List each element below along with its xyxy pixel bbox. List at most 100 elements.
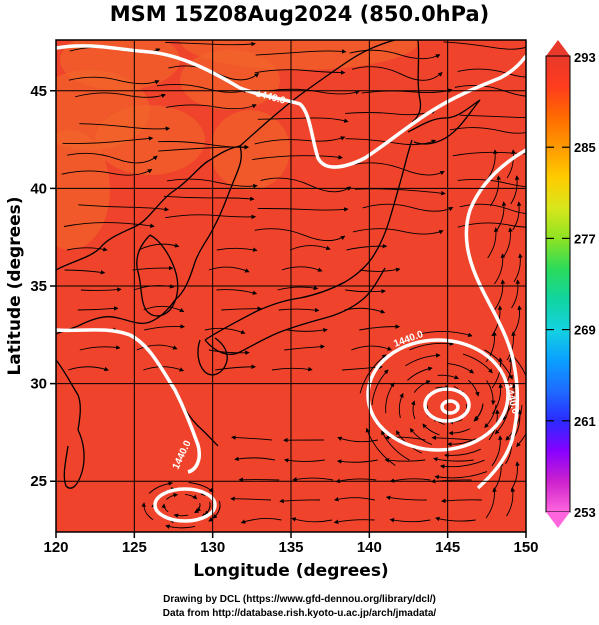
streamline bbox=[349, 49, 441, 60]
streamline bbox=[485, 487, 497, 519]
streamline bbox=[433, 457, 474, 462]
coastline-kyushu bbox=[197, 337, 228, 376]
streamline bbox=[487, 227, 499, 259]
colorbar-scale bbox=[545, 55, 571, 513]
streamline bbox=[144, 324, 185, 331]
streamline bbox=[459, 203, 526, 214]
streamline bbox=[63, 222, 155, 228]
streamline bbox=[143, 366, 185, 372]
warm-patch bbox=[56, 130, 110, 250]
streamline bbox=[384, 435, 426, 441]
streamline bbox=[352, 228, 444, 235]
typhoon-contour-eye bbox=[440, 399, 460, 415]
streamline bbox=[165, 41, 256, 47]
streamline bbox=[75, 92, 166, 98]
coastline-hokkaido bbox=[407, 99, 481, 145]
typhoon-contour-inner bbox=[423, 387, 471, 423]
streamline bbox=[240, 517, 282, 524]
streamline bbox=[158, 144, 250, 152]
streamline bbox=[64, 269, 106, 275]
colorbar-tick-label: 293 bbox=[574, 50, 596, 65]
streamline bbox=[166, 178, 258, 189]
streamline bbox=[444, 448, 481, 458]
streamline bbox=[166, 104, 257, 110]
streamline bbox=[462, 353, 493, 374]
streamline bbox=[467, 379, 480, 397]
streamline bbox=[506, 149, 516, 179]
streamline bbox=[411, 400, 416, 420]
coastline-taiwan bbox=[63, 429, 85, 489]
y-tick-label: 35 bbox=[30, 278, 47, 295]
streamline bbox=[385, 382, 395, 414]
streamline bbox=[491, 357, 503, 389]
colorbar-tick-label: 253 bbox=[574, 505, 596, 520]
streamline bbox=[359, 324, 401, 331]
streamline bbox=[289, 245, 331, 251]
streamline bbox=[351, 66, 443, 81]
streamline bbox=[215, 364, 256, 371]
streamline bbox=[283, 458, 325, 463]
x-tick-label: 130 bbox=[200, 539, 225, 556]
coastline-korean-peninsula bbox=[136, 234, 179, 317]
colorbar-ticks: 293 285 277 269 261 253 bbox=[546, 50, 596, 520]
streamline bbox=[173, 513, 189, 518]
streamline bbox=[334, 496, 375, 502]
colorbar-tick-label: 277 bbox=[574, 231, 596, 246]
credit-line-data: Data from http://database.rish.kyoto-u.a… bbox=[162, 608, 437, 619]
lat-lon-grid bbox=[56, 40, 526, 532]
streamline bbox=[405, 353, 441, 367]
streamline bbox=[163, 195, 255, 202]
streamline bbox=[437, 374, 459, 380]
streamline bbox=[337, 459, 378, 464]
streamline bbox=[503, 227, 513, 257]
coastline-china-east bbox=[56, 359, 81, 431]
streamline bbox=[196, 502, 202, 512]
streamline bbox=[448, 428, 470, 436]
streamline bbox=[80, 287, 122, 292]
streamline bbox=[79, 345, 121, 351]
streamline bbox=[260, 177, 352, 193]
streamline bbox=[333, 519, 375, 524]
streamline bbox=[485, 331, 497, 363]
streamline bbox=[138, 243, 180, 251]
streamline bbox=[252, 154, 343, 161]
streamline bbox=[61, 169, 153, 176]
streamline bbox=[254, 69, 346, 75]
x-axis-ticks: 120 125 130 135 140 145 150 bbox=[43, 532, 539, 556]
streamline bbox=[351, 345, 392, 351]
streamline bbox=[337, 436, 379, 443]
map-title: MSM 15Z08Aug2024 (850.0hPa) bbox=[109, 2, 490, 26]
colorbar: 293 285 277 269 261 253 bbox=[545, 40, 596, 528]
warm-patch bbox=[180, 40, 420, 70]
streamline bbox=[447, 438, 476, 447]
streamline bbox=[419, 331, 473, 337]
colorbar-tick-label: 261 bbox=[574, 414, 596, 429]
streamline bbox=[346, 243, 388, 251]
streamline bbox=[278, 307, 320, 313]
streamline bbox=[506, 331, 516, 361]
streamline bbox=[409, 341, 455, 351]
coastlines bbox=[56, 40, 481, 489]
streamline bbox=[234, 456, 276, 462]
streamline bbox=[457, 222, 526, 228]
streamline bbox=[78, 204, 170, 212]
streamline bbox=[165, 524, 196, 529]
streamline bbox=[254, 228, 346, 242]
streamline bbox=[484, 404, 497, 428]
streamline bbox=[510, 175, 520, 205]
streamline bbox=[491, 435, 503, 467]
streamline bbox=[431, 435, 473, 441]
contour-east-ridge bbox=[464, 148, 526, 490]
streamline bbox=[435, 516, 476, 522]
streamline bbox=[512, 201, 522, 231]
y-axis-label: Latitude (degrees) bbox=[5, 196, 25, 375]
streamline bbox=[345, 138, 437, 146]
streamline bbox=[161, 503, 169, 513]
triangle-up-icon bbox=[546, 40, 570, 56]
x-tick-label: 135 bbox=[278, 539, 303, 556]
streamline bbox=[409, 427, 433, 446]
x-tick-label: 145 bbox=[435, 539, 460, 556]
streamline bbox=[291, 517, 333, 523]
streamline bbox=[362, 203, 454, 212]
